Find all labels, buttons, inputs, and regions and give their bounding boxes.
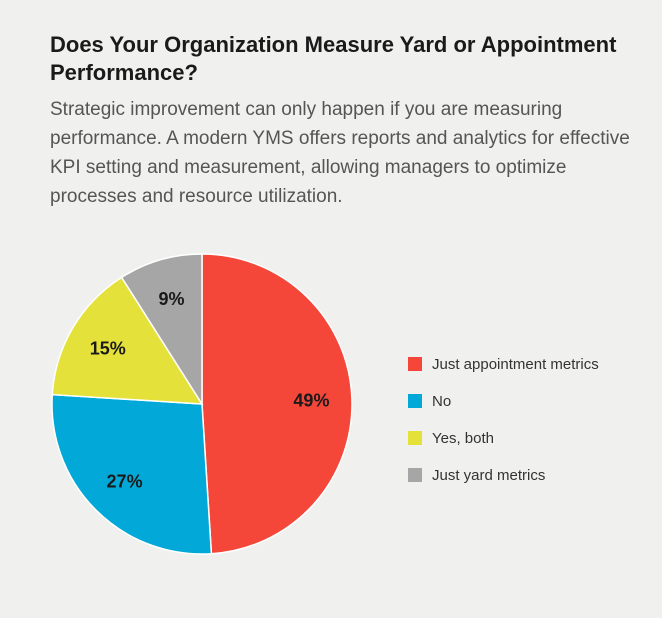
legend-item: No (408, 392, 599, 410)
pie-slices (51, 253, 353, 555)
pie-slice-no (51, 393, 213, 555)
chart-title: Does Your Organization Measure Yard or A… (50, 32, 617, 85)
legend-item: Yes, both (408, 429, 599, 447)
legend-swatch (408, 357, 422, 371)
legend-swatch (408, 394, 422, 408)
slice-value-label: 49% (293, 391, 329, 411)
slice-value-label: 9% (158, 289, 184, 309)
slice-value-label: 15% (90, 338, 126, 358)
chart-legend: Just appointment metrics No Yes, both Just … (408, 355, 599, 503)
legend-item: Just yard metrics (408, 466, 599, 484)
pie-slice-just-appointment-metrics (201, 253, 353, 555)
legend-label: Yes, both (432, 429, 494, 447)
legend-item: Just appointment metrics (408, 355, 599, 373)
legend-label: Just appointment metrics (432, 355, 599, 373)
legend-label: Just yard metrics (432, 466, 546, 484)
legend-label: No (432, 392, 452, 410)
legend-swatch (408, 468, 422, 482)
legend-swatch (408, 431, 422, 445)
pie-slice-just-yard-metrics (120, 253, 203, 407)
chart-subtitle: Strategic improvement can only happen if… (50, 99, 630, 207)
pie-slice-labels: 49% 27% 15% 9% (90, 289, 330, 492)
pie-slice-yes-both (51, 276, 204, 405)
slice-value-label: 27% (107, 471, 143, 491)
